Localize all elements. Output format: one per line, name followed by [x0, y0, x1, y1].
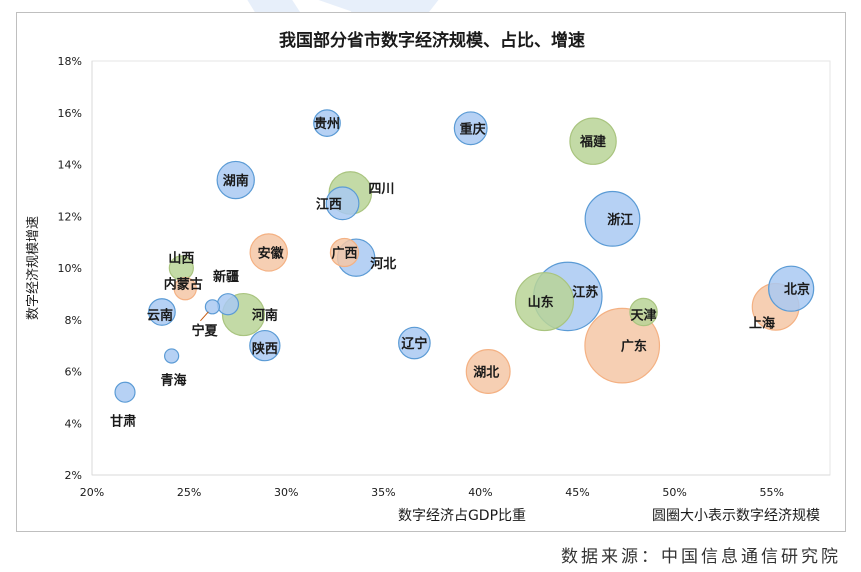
- y-tick-label: 18%: [58, 55, 82, 68]
- bubble-label-新疆: 新疆: [213, 269, 239, 285]
- bubble-山东: [514, 272, 575, 332]
- y-tick-label: 6%: [65, 366, 82, 379]
- bubble-广西: [329, 237, 360, 268]
- leader-line-宁夏: [200, 311, 209, 322]
- chart-title: 我国部分省市数字经济规模、占比、增速: [279, 30, 585, 51]
- chart-frame: 我国部分省市数字经济规模、占比、增速 2% 4% 6% 8% 10% 12% 14% 16% 1…: [16, 12, 846, 532]
- bubble-label-浙江: 浙江: [607, 212, 633, 228]
- bubble-安徽: [249, 233, 288, 272]
- bubble-label-陕西: 陕西: [252, 341, 278, 357]
- y-tick-label: 14%: [58, 159, 82, 172]
- bubble-label-四川: 四川: [368, 182, 394, 197]
- y-axis-label: 数字经济规模增速: [26, 216, 41, 320]
- bubble-label-河南: 河南: [252, 308, 278, 324]
- bubble-天津: [629, 297, 658, 327]
- bubble-北京: [768, 265, 815, 312]
- bubble-label-内蒙古: 内蒙古: [164, 277, 203, 293]
- bubble-label-宁夏: 宁夏: [192, 323, 219, 339]
- bubble-甘肃: [114, 381, 136, 403]
- y-tick-label: 8%: [65, 314, 82, 327]
- bubble-label-湖北: 湖北: [473, 366, 499, 381]
- bubble-label-湖南: 湖南: [223, 173, 249, 189]
- x-tick-label: 50%: [662, 486, 686, 499]
- bubble-label-辽宁: 辽宁: [401, 336, 427, 352]
- bubble-label-江西: 江西: [316, 196, 342, 212]
- bubble-云南: [148, 298, 176, 326]
- x-axis-label: 数字经济占GDP比重: [398, 508, 526, 524]
- bubble-label-安徽: 安徽: [258, 245, 285, 261]
- bubble-label-上海: 上海: [749, 315, 775, 331]
- bubble-宁夏: [204, 299, 221, 315]
- y-tick-label: 16%: [58, 107, 82, 120]
- bubble-青海: [164, 348, 180, 364]
- bubble-size-note: 圆圈大小表示数字经济规模: [652, 508, 820, 524]
- bubble-label-山东: 山东: [528, 295, 554, 311]
- bubble-浙江: [584, 190, 641, 247]
- bubble-内蒙古: [173, 277, 197, 301]
- bubble-label-云南: 云南: [147, 308, 173, 324]
- y-tick-labels: 2% 4% 6% 8% 10% 12% 14% 16% 18%: [58, 55, 82, 482]
- bubble-重庆: [453, 111, 488, 146]
- bubble-陕西: [249, 329, 281, 362]
- x-tick-label: 25%: [177, 486, 201, 499]
- x-tick-labels: 20% 25% 30% 35% 40% 45% 50% 55%: [80, 486, 784, 499]
- bubble-label-福建: 福建: [579, 134, 606, 150]
- x-tick-label: 55%: [760, 486, 784, 499]
- bubble-广东: [584, 307, 661, 384]
- bubble-label-重庆: 重庆: [460, 121, 486, 137]
- bubble-贵州: [313, 109, 341, 137]
- bubbles: [114, 109, 815, 403]
- bubble-label-天津: 天津: [631, 308, 657, 324]
- source-note: 数据来源：中国信息通信研究院: [561, 547, 841, 567]
- x-tick-label: 20%: [80, 486, 104, 499]
- x-tick-label: 40%: [468, 486, 492, 499]
- leader-lines: [200, 311, 209, 322]
- bubble-辽宁: [398, 326, 431, 360]
- bubble-label-甘肃: 甘肃: [110, 414, 136, 430]
- y-tick-label: 12%: [58, 210, 82, 223]
- bubble-湖北: [465, 349, 511, 394]
- bubble-label-广西: 广西: [331, 245, 357, 261]
- y-tick-label: 2%: [65, 469, 82, 482]
- bubble-新疆: [216, 293, 240, 316]
- bubble-chart: 我国部分省市数字经济规模、占比、增速 2% 4% 6% 8% 10% 12% 14% 16% 1…: [26, 30, 831, 524]
- y-tick-label: 4%: [65, 417, 82, 430]
- bubble-福建: [569, 117, 617, 165]
- x-tick-label: 45%: [565, 486, 589, 499]
- bubble-label-北京: 北京: [784, 282, 810, 298]
- bubble-label-贵州: 贵州: [314, 116, 340, 132]
- y-tick-label: 10%: [58, 262, 82, 275]
- bubble-label-广东: 广东: [621, 339, 647, 355]
- x-tick-label: 35%: [371, 486, 395, 499]
- bubble-label-山西: 山西: [168, 251, 194, 267]
- bubble-label-江苏: 江苏: [572, 284, 598, 300]
- x-tick-label: 30%: [274, 486, 298, 499]
- bubble-湖南: [216, 160, 255, 200]
- bubble-label-青海: 青海: [161, 372, 187, 388]
- bubble-label-河北: 河北: [370, 256, 396, 272]
- bubble-江西: [325, 186, 360, 221]
